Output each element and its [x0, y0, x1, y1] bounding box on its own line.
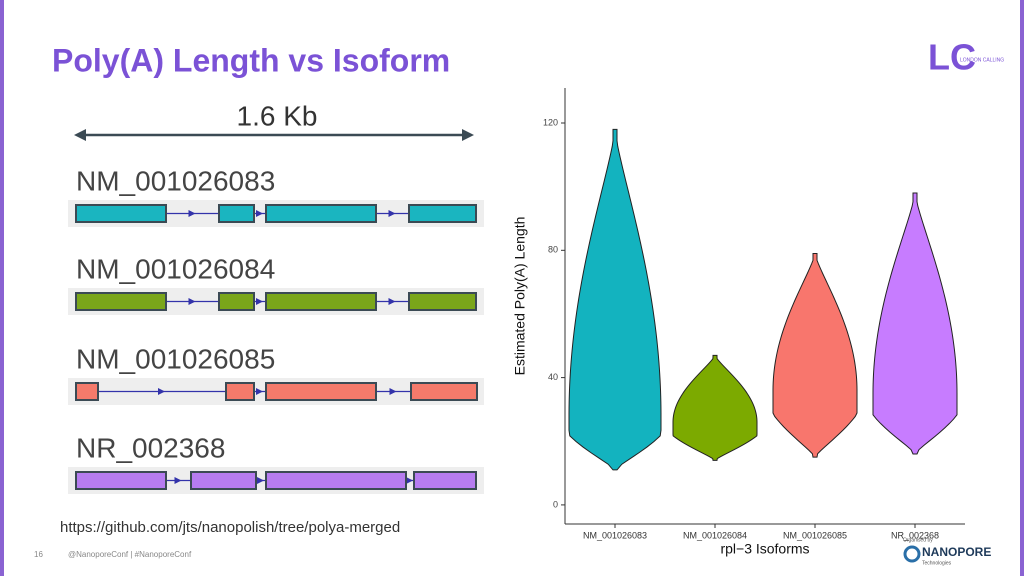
exon [265, 382, 377, 401]
intron-arrow [188, 298, 196, 305]
exon [408, 292, 477, 311]
exon [75, 382, 99, 401]
exon [75, 292, 167, 311]
intron-arrow [188, 210, 196, 217]
y-tick-label: 120 [543, 117, 558, 127]
intron-arrow [256, 388, 263, 395]
intron-arrow [389, 388, 397, 395]
gene-label: NM_001026083 [76, 165, 275, 196]
violin [672, 354, 758, 461]
chart: 0 40 80 120 Estimated Poly(A) Length rpl−3 Is… [512, 88, 965, 557]
x-tick-label: NM_001026084 [683, 530, 747, 540]
exon [225, 382, 255, 401]
y-tick-label: 0 [553, 499, 558, 509]
x-axis-label: rpl−3 Isoforms [720, 541, 809, 557]
page-number: 16 [34, 550, 43, 559]
left-edge [0, 0, 4, 576]
intron-arrow [174, 477, 182, 484]
gene-label: NM_001026085 [76, 343, 275, 374]
violin [568, 128, 662, 471]
violin [872, 192, 958, 455]
y-tick-label: 40 [548, 372, 558, 382]
exon [75, 471, 167, 490]
exon [190, 471, 257, 490]
logo: LC [928, 37, 976, 78]
intron-arrow [388, 298, 396, 305]
intron-arrow [257, 477, 264, 484]
intron-arrow [158, 388, 165, 395]
y-tick-label: 80 [548, 245, 558, 255]
exon [413, 471, 477, 490]
y-axis-label: Estimated Poly(A) Length [512, 217, 528, 376]
exon [410, 382, 478, 401]
exon [408, 204, 477, 223]
exon [218, 204, 255, 223]
intron-arrow [256, 298, 263, 305]
sponsor-icon [903, 545, 921, 563]
exon [265, 471, 407, 490]
title: Poly(A) Length vs Isoform [52, 42, 450, 78]
exon [265, 204, 377, 223]
scale-label: 1.6 Kb [237, 100, 318, 131]
intron-arrow [256, 210, 263, 217]
right-edge [1020, 0, 1024, 576]
exon [265, 292, 377, 311]
gene-diagrams: NM_001026083 NM_001026084 NM_001026085 NR_0… [68, 165, 484, 494]
exon [218, 292, 255, 311]
x-tick-label: NM_001026083 [583, 530, 647, 540]
organised-by: Organised by [903, 537, 933, 543]
intron-arrow [388, 210, 396, 217]
exon [75, 204, 167, 223]
x-tick-label: NR_002368 [891, 530, 939, 540]
sponsor-sub: Technologies [922, 560, 952, 566]
intron-arrow [406, 477, 413, 484]
x-tick-label: NM_001026085 [783, 530, 847, 540]
gene-label: NR_002368 [76, 432, 225, 463]
gene-label: NM_001026084 [76, 253, 275, 284]
url: https://github.com/jts/nanopolish/tree/p… [60, 519, 400, 536]
sponsor: NANOPORE [922, 545, 991, 559]
logo-text: LONDON CALLING [960, 57, 1004, 63]
footer: @NanoporeConf | #NanoporeConf [68, 550, 192, 559]
violin [772, 252, 858, 458]
